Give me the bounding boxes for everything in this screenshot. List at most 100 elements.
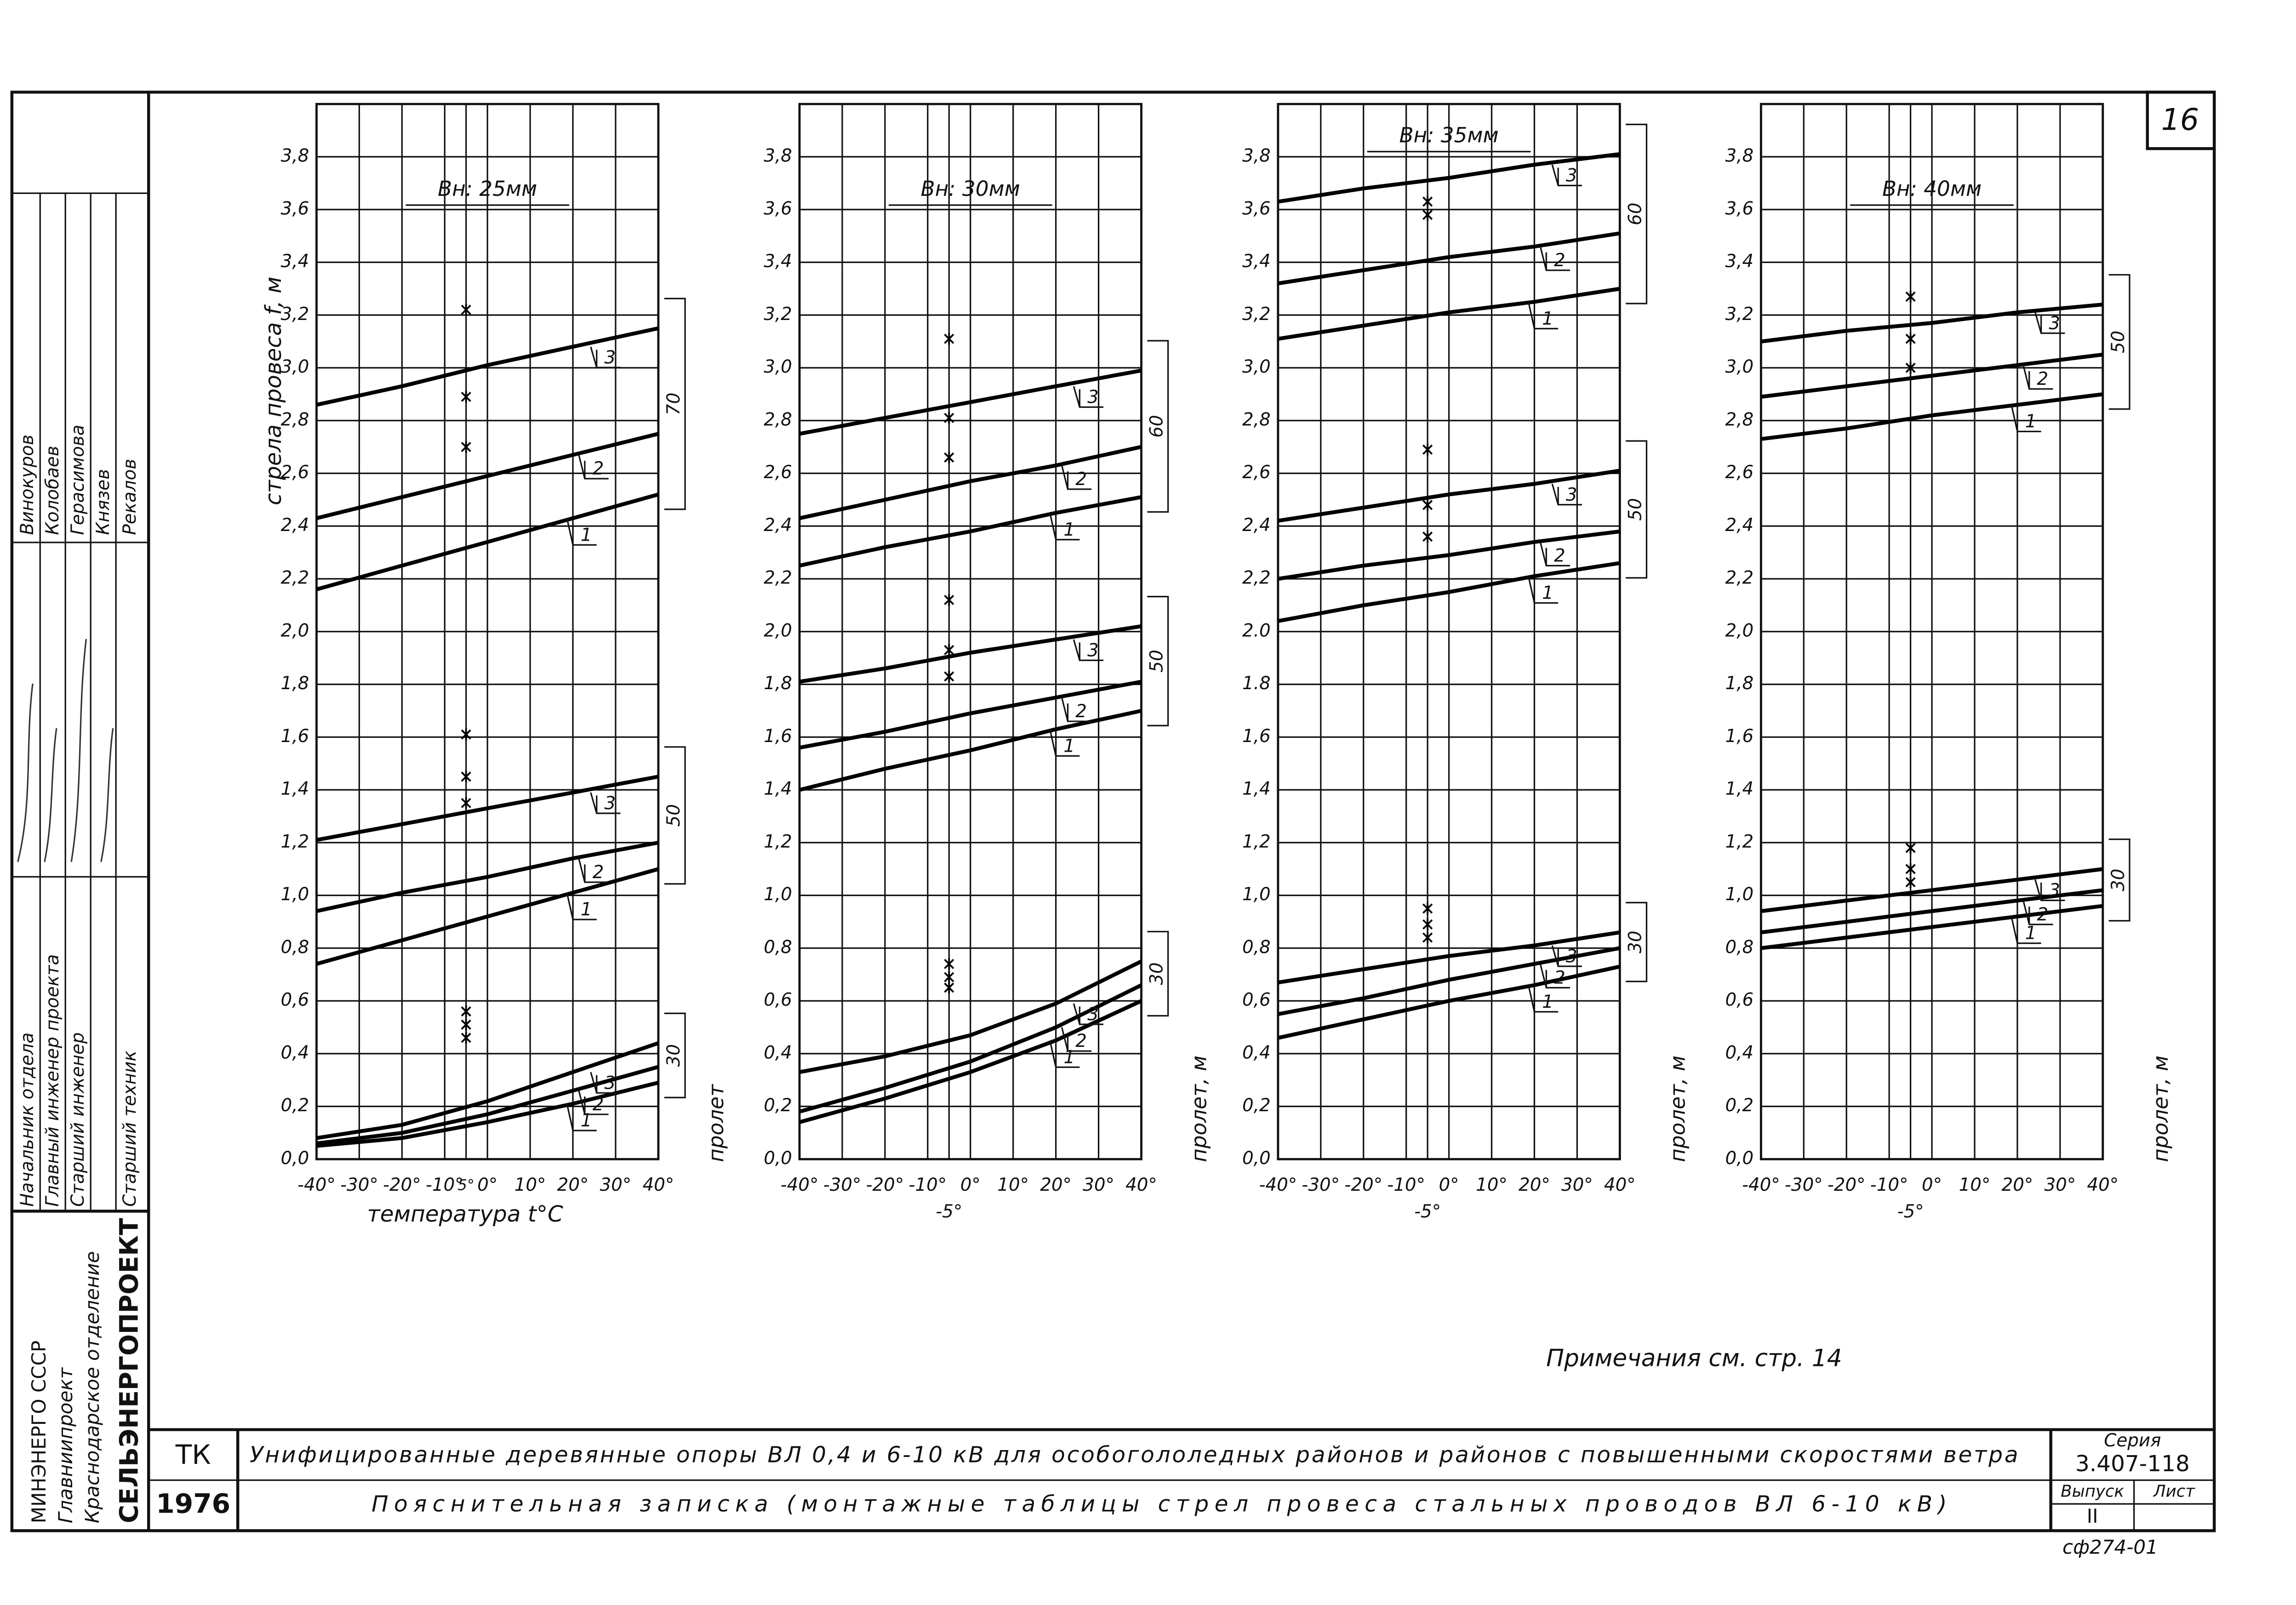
- y-tick-label: 1,6: [1242, 726, 1271, 747]
- note: Примечания см. стр. 14: [1546, 1345, 1842, 1372]
- role: Начальник отдела: [17, 1033, 38, 1207]
- marker: [1422, 499, 1433, 511]
- x-tick-label: 5°: [457, 1176, 474, 1194]
- chart-title: Вн: 35мм: [1399, 123, 1498, 147]
- data-line: [316, 1041, 659, 1140]
- y-tick-label: 0,4: [1725, 1042, 1754, 1063]
- y-tick-label: 1,0: [281, 884, 309, 905]
- y-tick-label: 2,0: [764, 620, 792, 641]
- x-tick-label: -30°: [1785, 1175, 1823, 1195]
- series-label: 1: [1542, 583, 1554, 604]
- chart: 0,0 0,2 0,4 0,6 0,8 1,0 1,2 1,4 1,6 1,8 2,0 2,2 2,4 2…: [1725, 103, 2173, 1222]
- label-leader: [1061, 697, 1092, 722]
- marker: [1422, 531, 1433, 543]
- y-tick-label: 3,2: [1725, 304, 1754, 325]
- y-tick-label: 0,6: [1725, 990, 1754, 1011]
- series-label: 3: [1087, 640, 1099, 661]
- x-tick-label: -20°: [1828, 1175, 1866, 1195]
- y-tick-label: 2,8: [1242, 409, 1271, 430]
- marker: [461, 1032, 471, 1044]
- label-leader: [566, 1103, 597, 1131]
- span-label: 30: [1625, 931, 1645, 953]
- span-label: 50: [663, 804, 684, 827]
- x-tick-label: 30°: [600, 1175, 632, 1195]
- y-tick-label: 3,6: [764, 198, 792, 219]
- y-tick-label: 2,2: [764, 568, 792, 588]
- marker: [944, 958, 954, 970]
- span-bracket: [1147, 931, 1169, 1017]
- x-tick-label: 0°: [960, 1175, 981, 1195]
- x-tick-label: -40°: [297, 1175, 336, 1195]
- code: ТК: [175, 1439, 211, 1470]
- span-bracket: [2108, 838, 2130, 922]
- label-leader: [1527, 576, 1559, 604]
- data-line: [1278, 286, 1620, 341]
- label-leader: [2034, 312, 2065, 334]
- data-line: [1760, 392, 2103, 441]
- x-tick-label: -40°: [1259, 1175, 1297, 1195]
- data-line: [799, 445, 1142, 520]
- y-tick-label: 0,2: [1242, 1095, 1271, 1116]
- project-title: Унифицированные деревянные опоры ВЛ 0,4 …: [250, 1442, 2018, 1468]
- label-leader: [578, 454, 609, 480]
- x-tick-label: -5°: [1414, 1201, 1441, 1222]
- y-tick-label: 0,8: [764, 937, 792, 958]
- label-leader: [1073, 1003, 1104, 1025]
- y-tick-label: 1,4: [764, 779, 792, 800]
- marker: [461, 1018, 471, 1031]
- data-line: [799, 495, 1142, 568]
- y-tick-label: 2,4: [281, 515, 309, 536]
- series-label: 3: [1566, 485, 1577, 505]
- marker: [944, 332, 954, 345]
- frame: [10, 91, 2216, 1532]
- series-label: 2: [1554, 546, 1565, 566]
- series-label: 3: [1087, 387, 1099, 408]
- x-tick-label: 0°: [1439, 1175, 1459, 1195]
- organization: СЕЛЬЭНЕРГОПРОЕКТ: [114, 1218, 144, 1524]
- organization: Главниипроект: [54, 1367, 77, 1523]
- series-label: 1: [581, 899, 592, 920]
- series-label: 2: [1554, 968, 1565, 988]
- x-tick-label: 10°: [1959, 1175, 1991, 1195]
- span-label: 70: [663, 393, 684, 415]
- marker: [1422, 931, 1433, 944]
- charts: 0,0 0,2 0,4 0,6 0,8 1,0 1,2 1,4 1,6 1,8 2,0 2,2 2,4 2…: [261, 103, 2173, 1227]
- y-tick-label: 0,0: [281, 1148, 309, 1169]
- name: Колобаев: [42, 446, 63, 535]
- series-label: 1: [581, 525, 592, 545]
- label-leader: [1539, 964, 1570, 989]
- y-tick-label: 1,6: [1725, 726, 1754, 747]
- y-tick-label: 0,0: [1725, 1148, 1754, 1169]
- x-tick-label: 10°: [997, 1175, 1029, 1195]
- chart: 0,0 0,2 0,4 0,6 0,8 1,0 1,2 1,4 1,6 1,8 2,0 2,2 2,4 2…: [261, 103, 728, 1227]
- data-line: [316, 1080, 659, 1148]
- span-bracket: [1147, 340, 1169, 513]
- span-bracket: [2108, 274, 2130, 410]
- marker: [461, 303, 471, 316]
- data-line: [1278, 930, 1620, 985]
- label-leader: [1551, 484, 1582, 506]
- label-leader: [2022, 365, 2053, 390]
- label-leader: [578, 858, 609, 883]
- span-bracket: [1626, 440, 1648, 579]
- data-line: [1278, 468, 1620, 523]
- span-label: 50: [2108, 331, 2129, 353]
- x-tick-label: 10°: [1476, 1175, 1508, 1195]
- chart: 0,0 0,2 0,4 0,6 0,8 1,0 1,2 1,4 1,6 1,8 2,0 2,2 2,4 2…: [764, 103, 1211, 1222]
- data-line: [799, 680, 1142, 750]
- y-tick-label: 3,6: [1242, 198, 1271, 219]
- span-axis-label: пролет, м: [2148, 1056, 2173, 1162]
- marker: [1905, 291, 1916, 303]
- series-label: 3: [2049, 313, 2060, 334]
- series-label: 2: [593, 1094, 604, 1115]
- x-tick-label: -10°: [908, 1175, 947, 1195]
- span-bracket: [664, 297, 686, 510]
- y-tick-label: 2,4: [1725, 515, 1754, 536]
- label-leader: [1539, 246, 1570, 271]
- y-tick-label: 3,0: [281, 357, 309, 377]
- marker: [461, 441, 471, 453]
- y-tick-label: 0,0: [764, 1148, 792, 1169]
- x-tick-label: -10°: [426, 1175, 464, 1195]
- data-line: [1760, 353, 2103, 399]
